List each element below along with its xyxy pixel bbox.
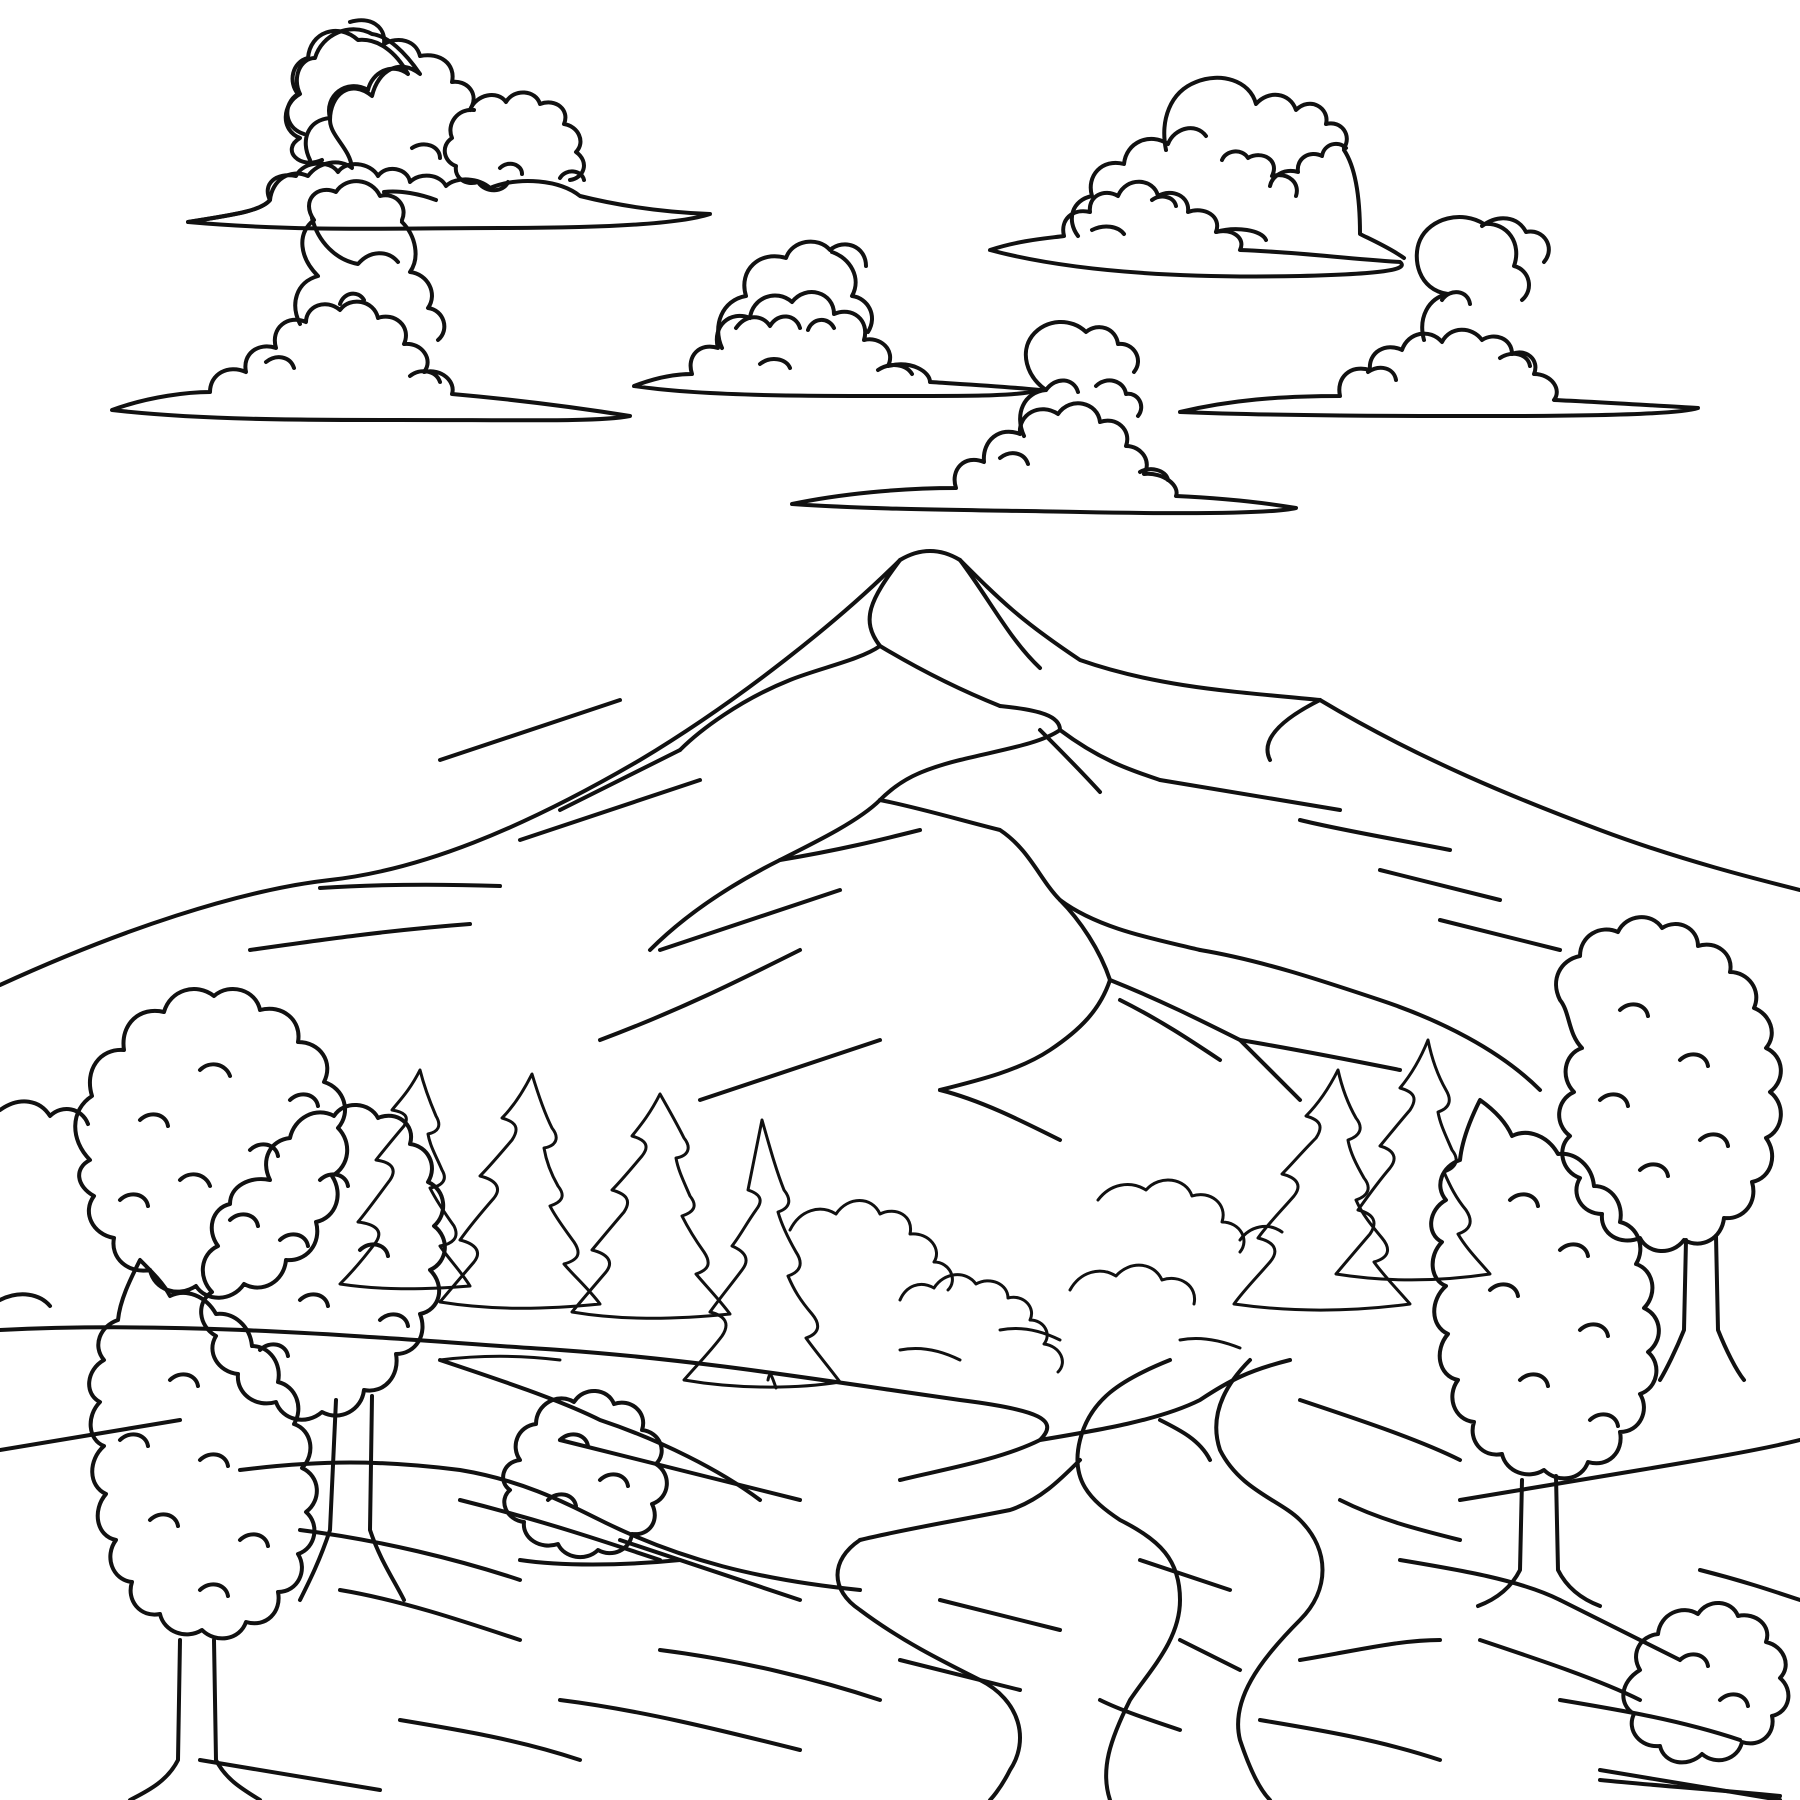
pine-tree	[338, 1068, 472, 1291]
river-right-bank	[1214, 1358, 1325, 1800]
cloud-center	[632, 239, 1042, 398]
bush-bottom-right	[1621, 1601, 1791, 1765]
tree-crown-front-left	[87, 1258, 319, 1641]
bush-left-edge	[0, 1099, 90, 1126]
cloud-left-middle	[110, 179, 632, 423]
bush-row	[898, 1273, 1064, 1374]
pine-trees	[338, 1038, 1492, 1390]
tree-crown-right	[1554, 915, 1783, 1253]
mountain	[0, 549, 1800, 1142]
clouds	[110, 18, 1700, 516]
pine-tree	[438, 1072, 602, 1310]
mountain-outline-left	[0, 549, 1800, 987]
pine-tree	[1334, 1038, 1492, 1282]
cloud-top-right	[988, 75, 1406, 279]
ground	[0, 1325, 1800, 1800]
bush-center-left	[501, 1389, 669, 1560]
pine-tree	[1232, 1068, 1412, 1312]
deciduous-trees	[0, 915, 1791, 1800]
pine-tree	[570, 1092, 732, 1320]
bush-row	[1096, 1178, 1246, 1254]
cloud-lower-center	[790, 319, 1298, 516]
bush-row	[1068, 1263, 1197, 1306]
cloud-top-left	[186, 18, 712, 231]
bush-row	[788, 1199, 954, 1292]
cloud-right-middle	[1178, 215, 1700, 418]
tree-crown-right-front	[1429, 1098, 1661, 1481]
tree-crown-left-center	[199, 1103, 447, 1422]
pine-tree	[682, 1118, 842, 1389]
bush-row	[1238, 1224, 1284, 1242]
